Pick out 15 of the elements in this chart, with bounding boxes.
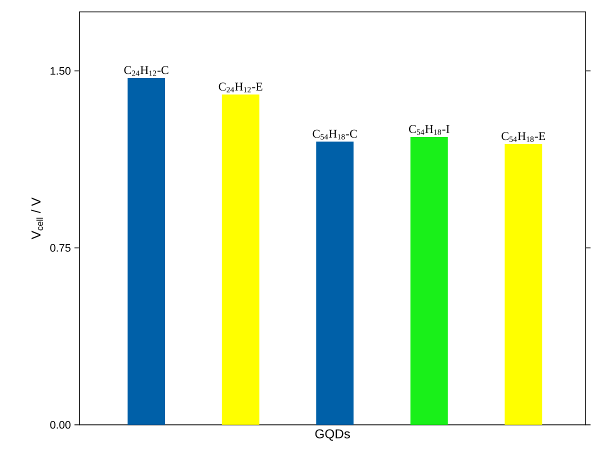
- x-tick-label: C$_{24}$H$_{12}$-E: [218, 82, 262, 92]
- bar: [128, 78, 166, 426]
- x-tick-label: C$_{54}$H$_{18}$-C: [312, 130, 357, 140]
- x-tick-label: C$_{54}$H$_{18}$-E: [502, 132, 546, 142]
- y-axis-title: V$_{cell}$ / V: [31, 198, 43, 240]
- y-tick-label: 0.00: [50, 421, 71, 429]
- bar: [504, 144, 542, 426]
- x-tick-label: C$_{54}$H$_{18}$-I: [409, 125, 450, 135]
- y-tick-label: 1.50: [50, 67, 71, 75]
- bar: [410, 137, 448, 426]
- x-tick-label: C$_{24}$H$_{12}$-C: [124, 66, 168, 76]
- y-tick-label: 0.75: [50, 244, 70, 252]
- bar: [316, 142, 354, 426]
- bar: [222, 94, 260, 426]
- x-axis-title: GQDs: [315, 430, 350, 441]
